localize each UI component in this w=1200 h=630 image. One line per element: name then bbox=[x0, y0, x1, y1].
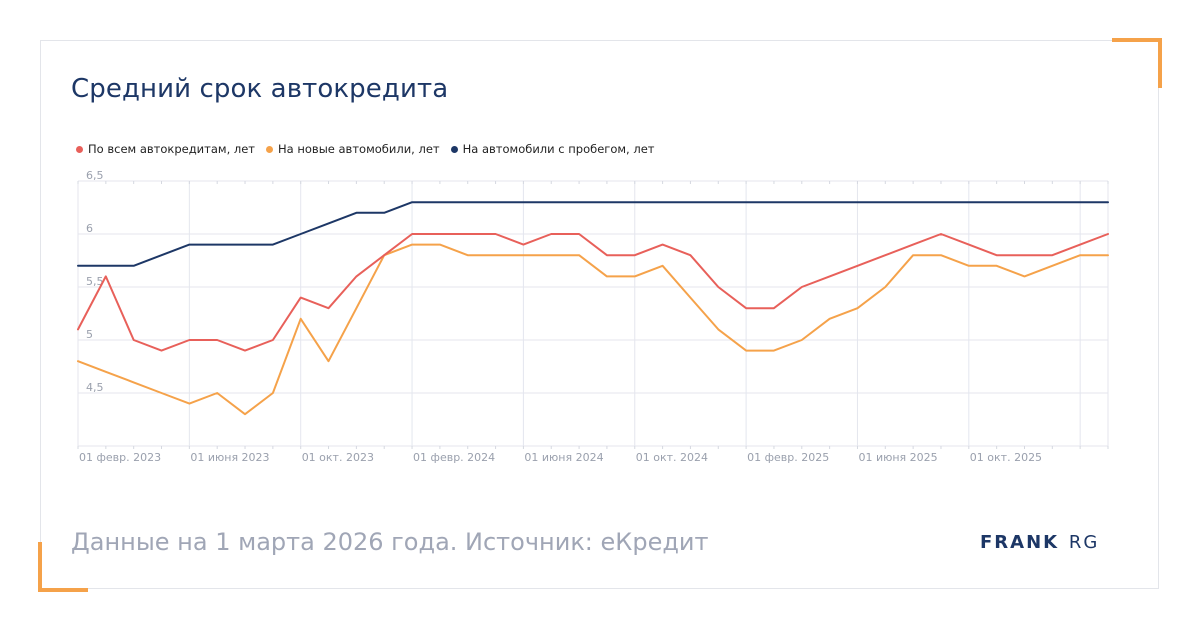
legend-dot-used bbox=[450, 145, 458, 153]
y-tick-label: 5 bbox=[86, 328, 93, 341]
chart-legend: По всем автокредитам, лет На новые автом… bbox=[76, 142, 665, 156]
logo-brand: FRANK bbox=[980, 532, 1060, 553]
legend-item-used[interactable]: На автомобили с пробегом, лет bbox=[450, 142, 655, 156]
x-tick-label: 01 февр. 2024 bbox=[413, 451, 495, 464]
x-tick-label: 01 окт. 2024 bbox=[636, 451, 708, 464]
frank-rg-logo: FRANK RG bbox=[980, 532, 1099, 553]
chart-title: Средний срок автокредита bbox=[71, 74, 449, 104]
logo-suffix: RG bbox=[1068, 532, 1100, 553]
legend-item-new[interactable]: На новые автомобили, лет bbox=[266, 142, 440, 156]
y-tick-label: 4,5 bbox=[86, 381, 104, 394]
legend-dot-all bbox=[76, 145, 83, 153]
x-tick-label: 01 окт. 2023 bbox=[302, 451, 374, 464]
series-line-used bbox=[77, 201, 1109, 267]
x-tick-label: 01 февр. 2023 bbox=[79, 451, 161, 464]
legend-label-all: По всем автокредитам, лет bbox=[88, 142, 256, 156]
y-tick-label: 6 bbox=[86, 222, 93, 235]
legend-dot-new bbox=[266, 145, 274, 153]
series-line-new bbox=[77, 243, 1109, 416]
y-tick-label: 6,5 bbox=[86, 169, 104, 182]
corner-accent-bottom-left bbox=[38, 542, 88, 592]
x-tick-label: 01 окт. 2025 bbox=[970, 451, 1042, 464]
x-tick-label: 01 июня 2025 bbox=[858, 451, 937, 464]
legend-item-all[interactable]: По всем автокредитам, лет bbox=[76, 142, 255, 156]
x-tick-label: 01 февр. 2025 bbox=[747, 451, 829, 464]
series-line-all bbox=[77, 233, 1109, 352]
chart-card bbox=[40, 40, 1159, 589]
legend-label-new: На новые автомобили, лет bbox=[278, 142, 440, 156]
x-tick-label: 01 июня 2023 bbox=[190, 451, 269, 464]
x-tick-label: 01 июня 2024 bbox=[524, 451, 603, 464]
source-footnote: Данные на 1 марта 2026 года. Источник: е… bbox=[71, 528, 709, 556]
legend-label-used: На автомобили с пробегом, лет bbox=[462, 142, 655, 156]
corner-accent-top-right bbox=[1112, 38, 1162, 88]
y-tick-label: 5,5 bbox=[86, 275, 104, 288]
